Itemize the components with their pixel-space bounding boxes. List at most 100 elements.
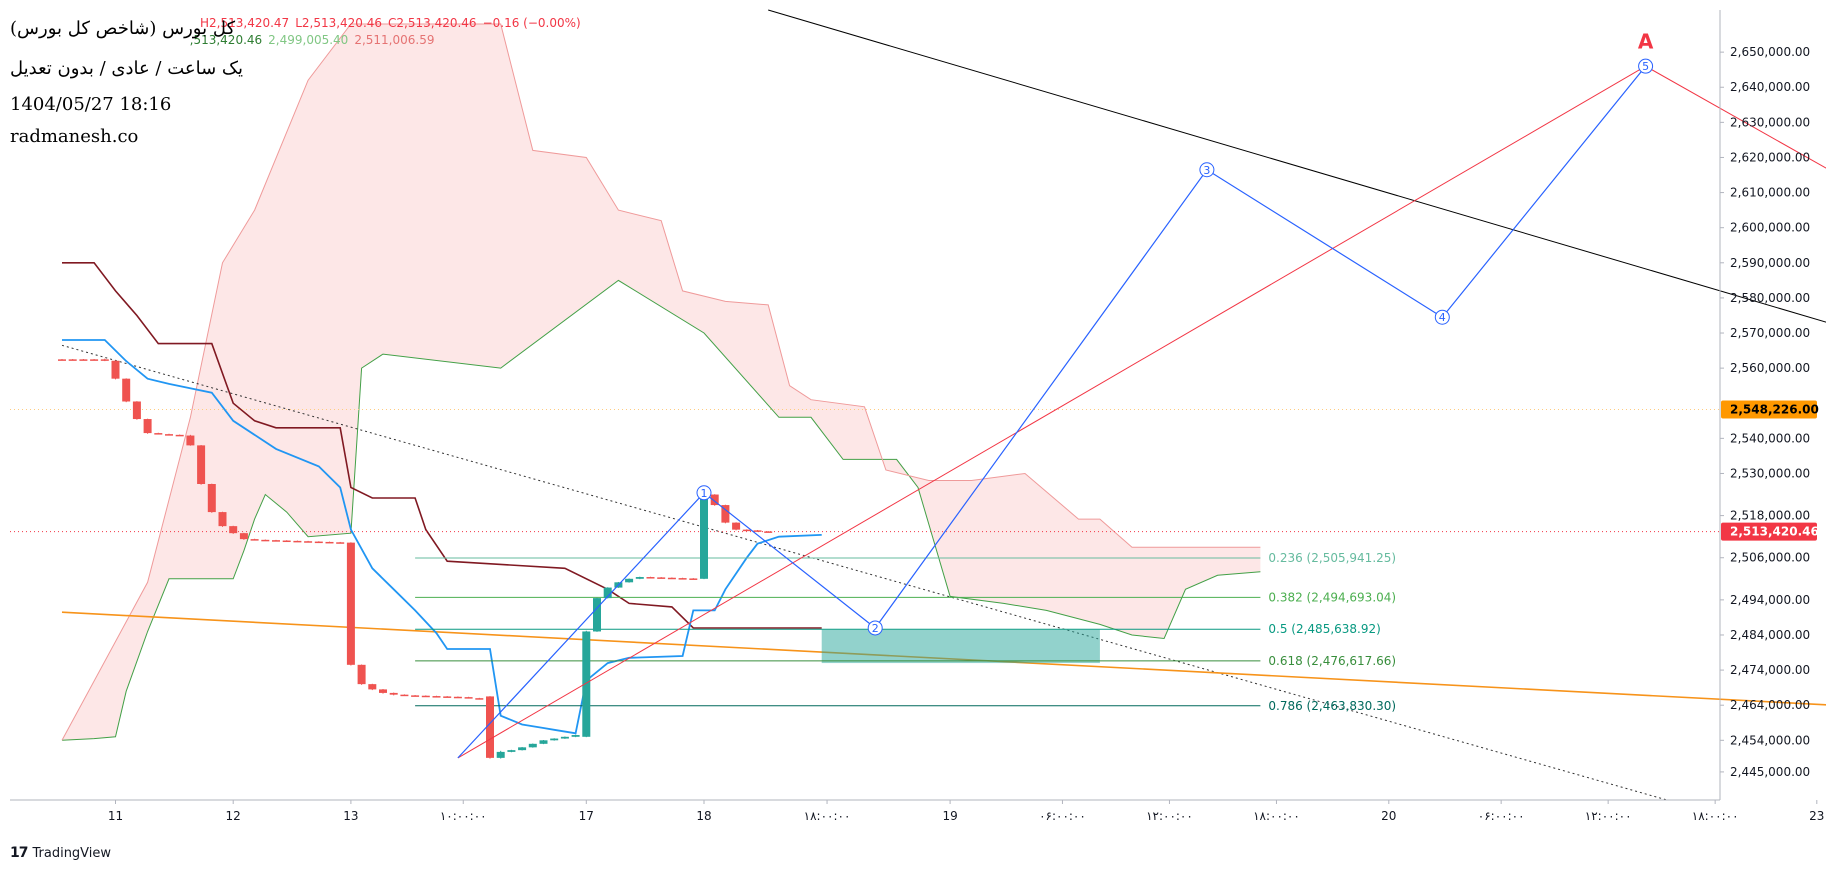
y-tick-label: 2,445,000.00 (1730, 765, 1810, 779)
legend-ohlc-1: L2,513,420.46 (295, 16, 383, 30)
candle (560, 736, 569, 739)
candles (58, 358, 773, 759)
x-tick-label: 11 (108, 809, 123, 823)
candle (593, 597, 601, 632)
fib-label-0.382: 0.382 (2,494,693.04) (1268, 590, 1396, 604)
candle-body (282, 540, 291, 543)
x-tick-label: ۱۸:۰۰:۰۰ (1692, 809, 1739, 823)
base-line (62, 261, 822, 629)
x-tick-label: 23 (1809, 809, 1824, 823)
red-projection-line (457, 65, 1826, 759)
candle (90, 359, 99, 361)
legend-ichimoku-row: 2,513,420.46 2,499,005.40 2,511,006.59 (10, 33, 587, 47)
candle (432, 695, 441, 698)
candle-body (79, 359, 88, 361)
y-tick-label: 2,610,000.00 (1730, 186, 1810, 200)
black-trendline (768, 9, 1826, 323)
price-badge-label: 2,513,420.46 (1730, 525, 1819, 539)
candle-body (432, 696, 441, 698)
candle (528, 743, 537, 748)
candle (400, 694, 409, 697)
wave-circle (1638, 58, 1654, 74)
candle (732, 522, 741, 531)
y-tick-label: 2,630,000.00 (1730, 115, 1810, 129)
candle-body (496, 751, 505, 758)
target-zone (821, 629, 1100, 664)
tradingview-brand[interactable]: 17 TradingView (10, 845, 111, 861)
elliott-wave-path (457, 65, 1647, 759)
fib-label-0.5: 0.5 (2,485,638.92) (1268, 622, 1380, 636)
candle-body (197, 445, 206, 484)
candle-body (411, 695, 420, 697)
candle (411, 695, 420, 697)
drawings[interactable]: 1 2 3 4 5 A (457, 9, 1826, 759)
wave-label-1: 1 (696, 485, 712, 501)
tradingview-logo-icon: 17 (10, 845, 29, 861)
candle (346, 542, 355, 666)
y-tick-label: 2,580,000.00 (1730, 291, 1810, 305)
candle-body (250, 539, 259, 541)
wave-label-3: 3 (1199, 162, 1215, 178)
x-tick-label: ۰۶:۰۰:۰۰ (1039, 809, 1086, 823)
candle (657, 577, 666, 579)
candle-body (571, 735, 580, 737)
time-axis[interactable]: 11 12 13 ۱۰:۰۰:۰۰ 17 18 ۱۸:۰۰:۰۰ 19 ۰۶:۰۰:۰۰ ۱۲:۰… (10, 799, 1826, 823)
candle (635, 576, 644, 580)
candle-body (175, 434, 184, 437)
candle (239, 532, 248, 540)
y-tick-label: 2,494,000.00 (1730, 593, 1810, 607)
candle-body (528, 743, 537, 748)
candle-body (357, 664, 366, 685)
candle-body (122, 378, 131, 402)
y-tick-label: 2,640,000.00 (1730, 80, 1810, 94)
price-badge-bg (1721, 522, 1817, 541)
candle (550, 738, 559, 741)
y-tick-label: 2,590,000.00 (1730, 256, 1810, 270)
site-label: radmanesh.co (0, 120, 149, 153)
candle (165, 433, 173, 436)
candle-body (58, 359, 66, 361)
wave-circle (1199, 162, 1215, 178)
candle (58, 359, 66, 361)
candle-body (325, 541, 334, 544)
candle (132, 401, 141, 420)
candle (261, 539, 270, 542)
candle-body (400, 694, 409, 697)
candle (379, 689, 387, 694)
fib-label-0.618: 0.618 (2,476,617.66) (1268, 654, 1396, 668)
wave-label-2: 2 (867, 620, 883, 636)
x-tick-label: 18 (696, 809, 711, 823)
fib-retracement[interactable]: 0.236 (2,505,941.25) 0.382 (2,494,693.04)… (415, 551, 1396, 713)
price-badge: 2,548,226.00 (1721, 400, 1819, 419)
wave-number: 3 (1203, 164, 1210, 177)
y-tick-label: 2,540,000.00 (1730, 431, 1810, 445)
wave-label-A: A (1638, 30, 1654, 54)
price-badge-label: 2,548,226.00 (1730, 402, 1819, 416)
x-tick-label: 20 (1381, 809, 1396, 823)
candle (272, 539, 280, 542)
y-tick-label: 2,620,000.00 (1730, 150, 1810, 164)
x-tick-label: 17 (579, 809, 594, 823)
price-axis[interactable]: 2,650,000.00 2,640,000.00 2,630,000.00 2,62… (1719, 10, 1819, 800)
cloud-fill (62, 24, 1261, 741)
candle (486, 696, 494, 759)
conversion-line (62, 339, 822, 735)
candle (304, 540, 313, 543)
candle (571, 734, 580, 738)
candle-body (314, 541, 323, 544)
wave-label-5: 5 (1638, 58, 1654, 74)
candle-body (453, 696, 462, 699)
candle-body (486, 696, 494, 758)
legend-ohlc-row: H2,513,420.47 L2,513,420.46 C2,513,420.46−… (10, 16, 587, 30)
candle (539, 739, 548, 745)
candle-body (90, 359, 99, 361)
wave-label-4: 4 (1434, 309, 1450, 325)
candle (218, 511, 227, 527)
candle-body (68, 359, 77, 361)
y-tick-label: 2,600,000.00 (1730, 221, 1810, 235)
y-tick-label: 2,518,000.00 (1730, 509, 1810, 523)
x-tick-label: ۱۲:۰۰:۰۰ (1146, 809, 1193, 823)
candle-body (550, 738, 559, 741)
chart-legend: H2,513,420.47 L2,513,420.46 C2,513,420.46−… (10, 16, 587, 47)
